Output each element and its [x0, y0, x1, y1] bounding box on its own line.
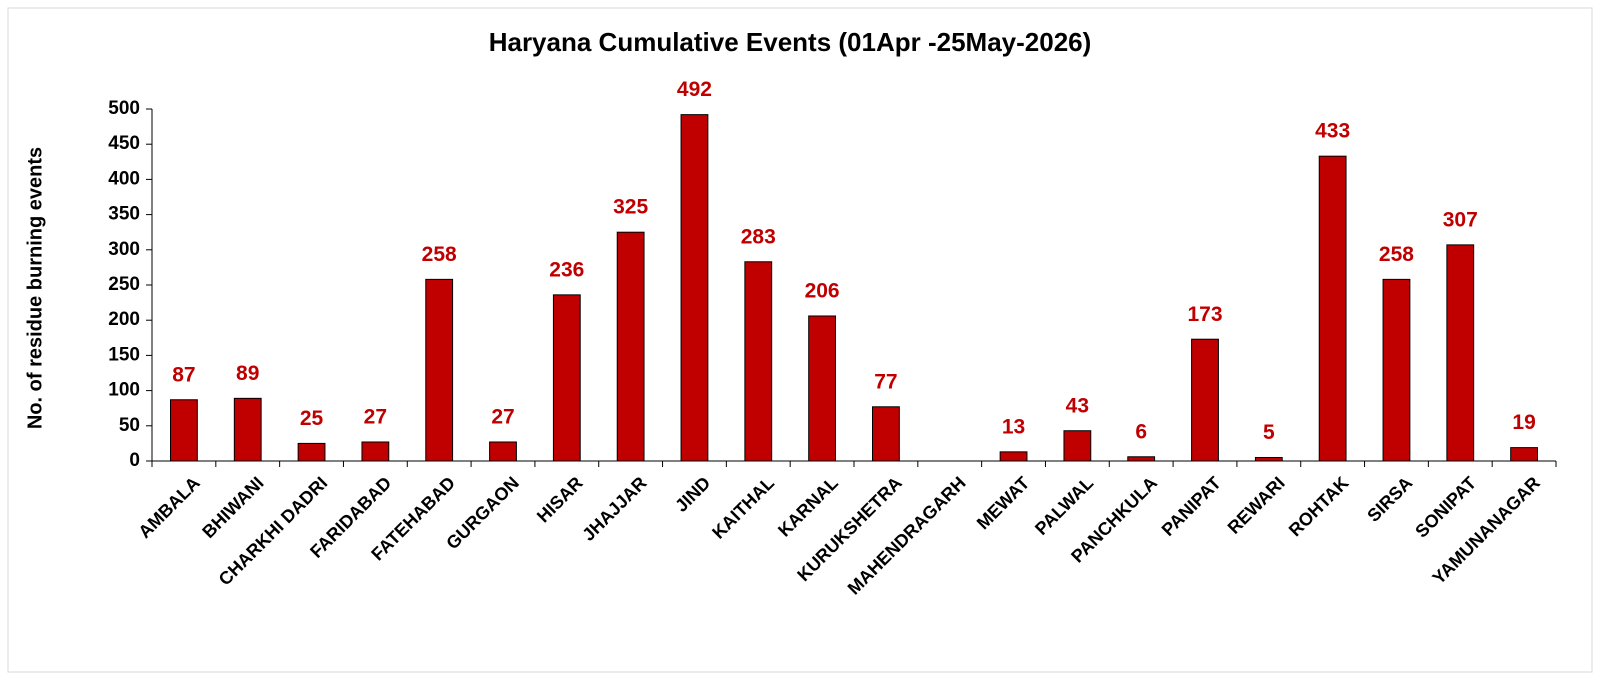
bar: [489, 441, 517, 462]
bar: [1063, 430, 1092, 462]
bar: [744, 261, 773, 462]
bar: [1382, 278, 1411, 462]
bar: [361, 441, 390, 462]
data-label: 27: [364, 406, 387, 429]
bar: [297, 442, 326, 462]
y-tick-label: 150: [108, 344, 140, 365]
bar: [680, 114, 709, 462]
bar: [1510, 447, 1538, 462]
data-label: 87: [172, 363, 195, 386]
y-tick-label: 500: [108, 98, 140, 119]
data-label: 5: [1263, 421, 1275, 444]
y-tick-label: 450: [108, 133, 140, 154]
data-label: 77: [874, 370, 897, 393]
bar: [170, 399, 198, 462]
bar: [1318, 155, 1347, 462]
bar: [808, 315, 836, 462]
y-tick-label: 200: [108, 309, 140, 330]
data-label: 236: [549, 258, 584, 281]
data-label: 6: [1135, 420, 1147, 443]
data-label: 433: [1315, 120, 1350, 143]
data-label: 27: [491, 406, 514, 429]
data-label: 173: [1187, 303, 1222, 326]
y-axis-label: No. of residue burning events: [24, 147, 46, 429]
y-tick-label: 250: [108, 274, 140, 295]
bar: [425, 278, 454, 462]
data-label: 325: [613, 196, 648, 219]
data-label: 258: [1379, 243, 1414, 266]
y-tick-label: 100: [108, 380, 140, 401]
data-label: 283: [741, 225, 776, 248]
data-label: 492: [677, 78, 712, 101]
bar: [1127, 456, 1156, 462]
y-tick-label: 0: [129, 450, 140, 471]
data-label: 307: [1443, 208, 1478, 231]
bar: [999, 451, 1028, 462]
data-label: 19: [1512, 411, 1535, 434]
data-label: 25: [300, 407, 324, 430]
bar: [552, 294, 581, 462]
chart-title: Haryana Cumulative Events (01Apr -25May-…: [489, 27, 1092, 57]
y-tick-label: 350: [108, 204, 140, 225]
bar: [872, 406, 900, 462]
y-tick-label: 50: [119, 415, 140, 436]
data-label: 258: [422, 243, 457, 266]
y-tick-label: 400: [108, 168, 140, 189]
y-tick-label: 300: [108, 239, 140, 260]
data-label: 13: [1002, 415, 1025, 438]
data-label: 43: [1066, 394, 1089, 417]
data-label: 206: [805, 280, 840, 303]
data-label: 89: [236, 362, 259, 385]
bar: [1446, 244, 1475, 462]
bar: [1254, 456, 1283, 462]
bar: [616, 231, 645, 462]
bar: [233, 397, 262, 462]
bar: [1191, 338, 1219, 462]
